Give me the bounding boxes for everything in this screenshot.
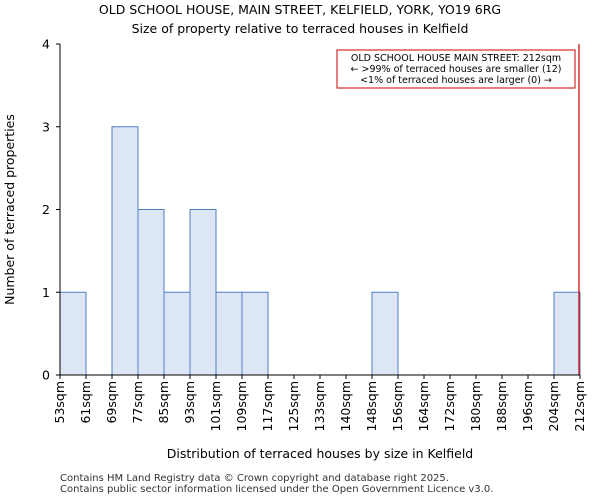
y-tick-label: 2: [42, 202, 50, 217]
x-axis-ticks: 53sqm 61sqm 69sqm 77sqm 85sqm 93sqm 101sqm 109s…: [52, 375, 587, 431]
x-tick-label: 212sqm: [572, 381, 587, 431]
x-tick-label: 204sqm: [546, 381, 561, 431]
x-tick-label: 77sqm: [130, 381, 145, 424]
x-tick-label: 196sqm: [520, 381, 535, 431]
x-tick-label: 164sqm: [416, 381, 431, 431]
x-tick-label: 125sqm: [286, 381, 301, 431]
x-tick-label: 172sqm: [442, 381, 457, 431]
y-tick-label: 0: [42, 368, 50, 383]
y-tick-label: 1: [42, 285, 50, 300]
y-axis-ticks: 0 1 2 3 4: [42, 37, 60, 383]
bar-69sqm: [111, 126, 139, 376]
x-tick-label: 61sqm: [78, 381, 93, 424]
bars-group: [59, 126, 581, 376]
x-tick-label: 93sqm: [182, 381, 197, 424]
x-tick-label: 156sqm: [390, 381, 405, 431]
x-tick-label: 117sqm: [260, 381, 275, 431]
bar-77sqm: [137, 209, 165, 376]
y-tick-label: 3: [42, 119, 50, 134]
x-tick-label: 53sqm: [52, 381, 67, 424]
bar-148sqm: [371, 291, 399, 376]
bar-204sqm: [553, 291, 581, 376]
x-tick-label: 180sqm: [468, 381, 483, 431]
x-tick-label: 148sqm: [364, 381, 379, 431]
x-tick-label: 188sqm: [494, 381, 509, 431]
annotation-line-smaller: ← >99% of terraced houses are smaller (1…: [351, 64, 562, 75]
annotation-border: [336, 49, 576, 89]
bar-53sqm: [59, 291, 87, 376]
x-axis-label: Distribution of terraced houses by size …: [167, 446, 473, 461]
x-tick-label: 69sqm: [104, 381, 119, 424]
x-tick-label: 109sqm: [234, 381, 249, 431]
bar-109sqm: [241, 291, 269, 376]
footer-copyright: Contains HM Land Registry data © Crown c…: [60, 473, 449, 484]
annotation-box: OLD SCHOOL HOUSE MAIN STREET: 212sqm ← >…: [336, 49, 576, 89]
bar-93sqm: [189, 209, 217, 376]
x-tick-label: 133sqm: [312, 381, 327, 431]
chart-title: OLD SCHOOL HOUSE, MAIN STREET, KELFIELD,…: [98, 2, 502, 17]
footer-licence: Contains public sector information licen…: [60, 484, 494, 495]
bar-85sqm: [163, 291, 191, 376]
annotation-line-property: OLD SCHOOL HOUSE MAIN STREET: 212sqm: [351, 53, 561, 64]
x-tick-label: 101sqm: [208, 381, 223, 431]
x-tick-label: 140sqm: [338, 381, 353, 431]
x-tick-label: 85sqm: [156, 381, 171, 424]
chart-subtitle: Size of property relative to terraced ho…: [131, 21, 469, 36]
annotation-line-larger: <1% of terraced houses are larger (0) →: [360, 75, 552, 86]
y-axis-label: Number of terraced properties: [2, 114, 17, 305]
bar-101sqm: [215, 291, 243, 376]
y-tick-label: 4: [42, 37, 50, 52]
